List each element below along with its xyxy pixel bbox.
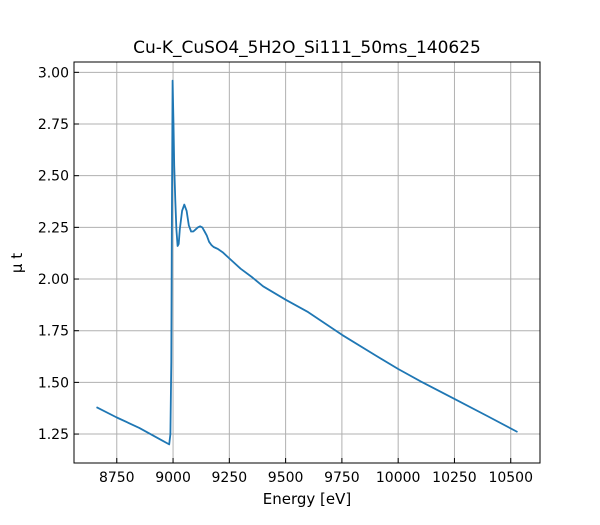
y-axis-title: μ t: [8, 253, 26, 273]
plot-frame: [73, 61, 541, 464]
x-tick-label: 9250: [212, 470, 248, 486]
y-tick-label: 2.00: [38, 272, 69, 288]
tick-layer: 8750 9000 9250 9500 9750 10000 10250 10500 1.25 1…: [38, 65, 533, 486]
y-tick-label: 1.25: [38, 427, 69, 443]
chart-title: Cu-K_CuSO4_5H2O_Si111_50ms_140625: [133, 38, 481, 58]
x-tick-label: 8750: [99, 470, 135, 486]
y-tick-label: 2.75: [38, 117, 69, 133]
x-tick-label: 9000: [155, 470, 191, 486]
grid-layer: [74, 62, 540, 463]
x-tick-label: 10500: [488, 470, 533, 486]
x-tick-label: 9500: [268, 470, 304, 486]
series-layer: [96, 79, 518, 446]
x-tick-label: 10250: [432, 470, 477, 486]
y-tick-label: 1.75: [38, 324, 69, 340]
x-tick-label: 10000: [376, 470, 421, 486]
y-tick-label: 2.50: [38, 169, 69, 185]
x-axis-title: Energy [eV]: [263, 490, 351, 508]
x-tick-label: 9750: [324, 470, 360, 486]
y-tick-label: 2.25: [38, 220, 69, 236]
series-line: [96, 79, 518, 446]
y-tick-label: 1.50: [38, 375, 69, 391]
y-tick-label: 3.00: [38, 65, 69, 81]
